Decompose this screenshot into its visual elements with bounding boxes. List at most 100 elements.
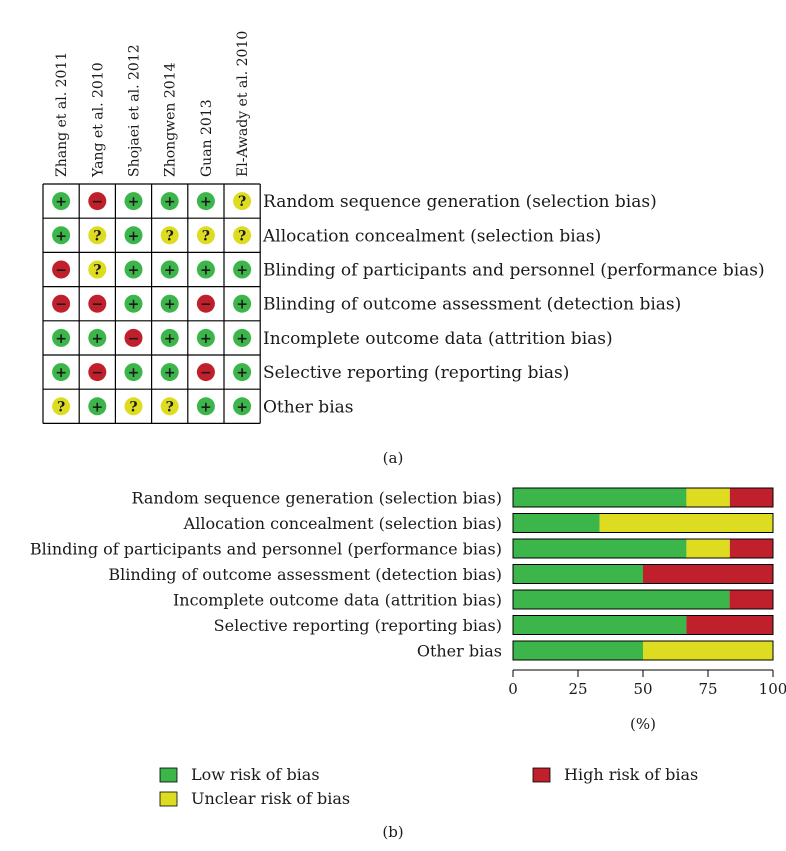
unclear-risk-judgement xyxy=(233,226,252,245)
unclear-risk-judgement xyxy=(233,192,252,211)
low-risk-judgement xyxy=(196,328,215,347)
high-risk-bar-segment xyxy=(643,564,773,584)
low-risk-judgement xyxy=(160,260,179,279)
low-risk-judgement xyxy=(233,328,252,347)
unclear-risk-symbol: ? xyxy=(238,228,246,244)
high-risk-symbol: − xyxy=(200,297,212,313)
study-column-label: Yang et al. 2010 xyxy=(90,62,106,178)
unclear-risk-bar-segment xyxy=(686,488,730,507)
study-column-label: Shojaei et al. 2012 xyxy=(127,44,143,177)
unclear-risk-symbol: ? xyxy=(129,399,137,415)
low-risk-judgement xyxy=(196,260,215,279)
bias-domain-label: Incomplete outcome data (attrition bias) xyxy=(173,591,502,610)
low-risk-judgement xyxy=(88,328,107,347)
panel-a-label: (a) xyxy=(383,449,404,467)
legend: Low risk of bias Unclear risk of bias High… xyxy=(159,765,698,808)
bias-domain-label: Incomplete outcome data (attrition bias) xyxy=(263,329,613,349)
bias-domain-label: Random sequence generation (selection bi… xyxy=(131,489,502,508)
study-column-label: Zhongwen 2014 xyxy=(163,62,179,177)
legend-label: Low risk of bias xyxy=(191,765,320,784)
high-risk-judgement xyxy=(196,294,215,313)
low-risk-bar-segment xyxy=(513,513,600,533)
high-risk-legend-swatch xyxy=(532,767,551,783)
low-risk-judgement xyxy=(196,397,215,416)
low-risk-judgement xyxy=(196,192,215,211)
bar-outline xyxy=(512,487,774,508)
high-risk-judgement xyxy=(88,363,107,382)
high-risk-symbol: − xyxy=(91,194,103,210)
bias-domain-label: Selective reporting (reporting bias) xyxy=(214,616,502,635)
low-risk-judgement xyxy=(233,363,252,382)
risk-of-bias-graph-panel: Random sequence generation (selection bi… xyxy=(30,487,786,808)
unclear-risk-judgement xyxy=(124,397,143,416)
unclear-risk-judgement xyxy=(160,226,179,245)
low-risk-judgement xyxy=(124,192,143,211)
x-tick-label: 100 xyxy=(759,680,786,698)
bias-domain-label: Blinding of outcome assessment (detectio… xyxy=(263,295,681,315)
legend-label: High risk of bias xyxy=(564,765,698,784)
low-risk-symbol: + xyxy=(164,331,176,347)
high-risk-judgement xyxy=(88,192,107,211)
low-risk-symbol: + xyxy=(128,194,140,210)
bar-outline xyxy=(512,513,774,533)
x-tick-label: 75 xyxy=(698,680,717,698)
low-risk-judgement xyxy=(124,363,143,382)
low-risk-judgement xyxy=(160,328,179,347)
high-risk-symbol: − xyxy=(91,365,103,381)
low-risk-symbol: + xyxy=(236,365,248,381)
bar-outline xyxy=(512,538,774,559)
high-risk-judgement xyxy=(124,328,143,347)
low-risk-bar-segment xyxy=(513,539,687,558)
unclear-risk-symbol: ? xyxy=(57,399,65,415)
x-tick-label: 0 xyxy=(508,680,518,698)
unclear-risk-judgement xyxy=(52,397,71,416)
unclear-risk-bar-segment xyxy=(599,513,773,533)
low-risk-symbol: + xyxy=(91,331,103,347)
low-risk-legend-swatch xyxy=(159,767,178,783)
low-risk-symbol: + xyxy=(164,263,176,279)
panel-b-label: (b) xyxy=(382,823,403,841)
high-risk-bar-segment xyxy=(729,590,773,609)
bar-outline xyxy=(512,564,774,584)
unclear-risk-judgement xyxy=(88,226,107,245)
study-column-label: Zhang et al. 2011 xyxy=(54,52,70,177)
low-risk-symbol: + xyxy=(236,297,248,313)
high-risk-bar-segment xyxy=(729,488,773,507)
unclear-risk-legend-swatch xyxy=(159,791,178,807)
low-risk-judgement xyxy=(52,328,71,347)
low-risk-judgement xyxy=(233,260,252,279)
x-axis-label: (%) xyxy=(630,715,656,733)
high-risk-symbol: − xyxy=(55,297,67,313)
bias-domain-label: Blinding of outcome assessment (detectio… xyxy=(108,565,502,584)
high-risk-symbol: − xyxy=(91,297,103,313)
unclear-risk-symbol: ? xyxy=(166,399,174,415)
unclear-risk-symbol: ? xyxy=(238,194,246,210)
high-risk-symbol: − xyxy=(128,331,140,347)
bias-domain-label: Other bias xyxy=(263,397,354,417)
low-risk-symbol: + xyxy=(55,331,67,347)
bar-outline xyxy=(512,640,774,661)
low-risk-symbol: + xyxy=(164,194,176,210)
bias-domain-label: Blinding of participants and personnel (… xyxy=(263,261,765,281)
low-risk-symbol: + xyxy=(200,331,212,347)
low-risk-bar-segment xyxy=(513,590,730,609)
x-tick-label: 25 xyxy=(568,680,587,698)
bias-domain-label: Allocation concealment (selection bias) xyxy=(183,514,502,533)
low-risk-symbol: + xyxy=(236,399,248,415)
low-risk-symbol: + xyxy=(128,297,140,313)
bias-domain-label: Random sequence generation (selection bi… xyxy=(263,192,657,212)
low-risk-symbol: + xyxy=(236,331,248,347)
low-risk-judgement xyxy=(160,363,179,382)
low-risk-judgement xyxy=(160,192,179,211)
low-risk-judgement xyxy=(52,226,71,245)
low-risk-symbol: + xyxy=(55,228,67,244)
study-column-label: Guan 2013 xyxy=(199,99,215,177)
bias-domain-label: Other bias xyxy=(417,642,502,661)
bias-domain-label: Allocation concealment (selection bias) xyxy=(262,226,601,246)
low-risk-judgement xyxy=(52,363,71,382)
high-risk-symbol: − xyxy=(55,263,67,279)
low-risk-symbol: + xyxy=(91,399,103,415)
unclear-risk-judgement xyxy=(196,226,215,245)
high-risk-judgement xyxy=(52,294,71,313)
